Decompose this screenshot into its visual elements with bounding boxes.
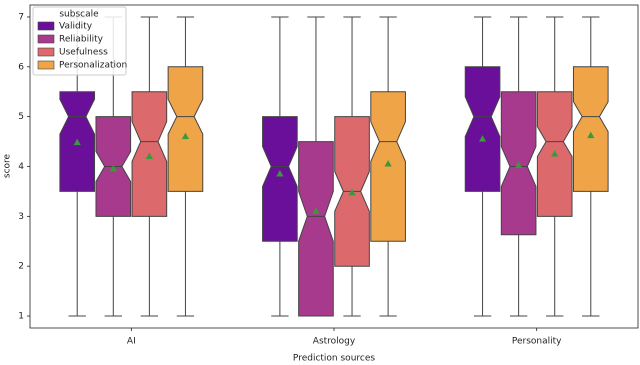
legend-label: Reliability xyxy=(59,35,104,45)
box xyxy=(464,66,501,192)
legend-label: Personalization xyxy=(59,61,127,71)
x-tick-label: Personality xyxy=(512,337,562,347)
mean-marker xyxy=(551,150,559,157)
mean-marker xyxy=(73,138,81,146)
legend-swatch xyxy=(37,34,55,44)
y-tick-label: 3 xyxy=(18,212,24,222)
box xyxy=(262,116,298,242)
legend-swatch xyxy=(37,47,55,57)
mean-marker xyxy=(109,164,117,172)
legend-frame xyxy=(32,6,127,76)
mean-marker xyxy=(384,160,392,167)
legend-swatch xyxy=(37,21,55,31)
mean-marker xyxy=(348,188,356,196)
y-tick-label: 1 xyxy=(18,312,24,322)
mean-marker xyxy=(515,161,523,169)
legend-label: Validity xyxy=(59,22,93,32)
y-tick-label: 7 xyxy=(18,12,24,22)
legend: subscale Validity Reliability Usefulness Per… xyxy=(32,6,127,76)
y-axis-label: score xyxy=(3,153,13,178)
mean-marker xyxy=(145,152,153,160)
y-tick-label: 5 xyxy=(18,112,24,122)
x-axis-label: Prediction sources xyxy=(293,354,375,364)
box xyxy=(167,66,204,192)
legend-title: subscale xyxy=(59,10,99,20)
legend-swatch xyxy=(37,60,55,70)
box xyxy=(572,66,609,192)
mean-marker xyxy=(312,207,320,214)
mean-marker xyxy=(478,135,487,142)
box xyxy=(298,141,334,317)
x-tick-label: Astrology xyxy=(313,337,356,347)
mean-marker xyxy=(276,169,284,177)
y-tick-label: 2 xyxy=(18,262,24,272)
y-tick-label: 4 xyxy=(18,162,24,172)
y-tick-label: 6 xyxy=(18,62,24,72)
x-tick-label: AI xyxy=(127,337,136,347)
mean-marker xyxy=(587,131,595,139)
mean-marker xyxy=(181,132,190,140)
legend-label: Usefulness xyxy=(59,48,108,58)
